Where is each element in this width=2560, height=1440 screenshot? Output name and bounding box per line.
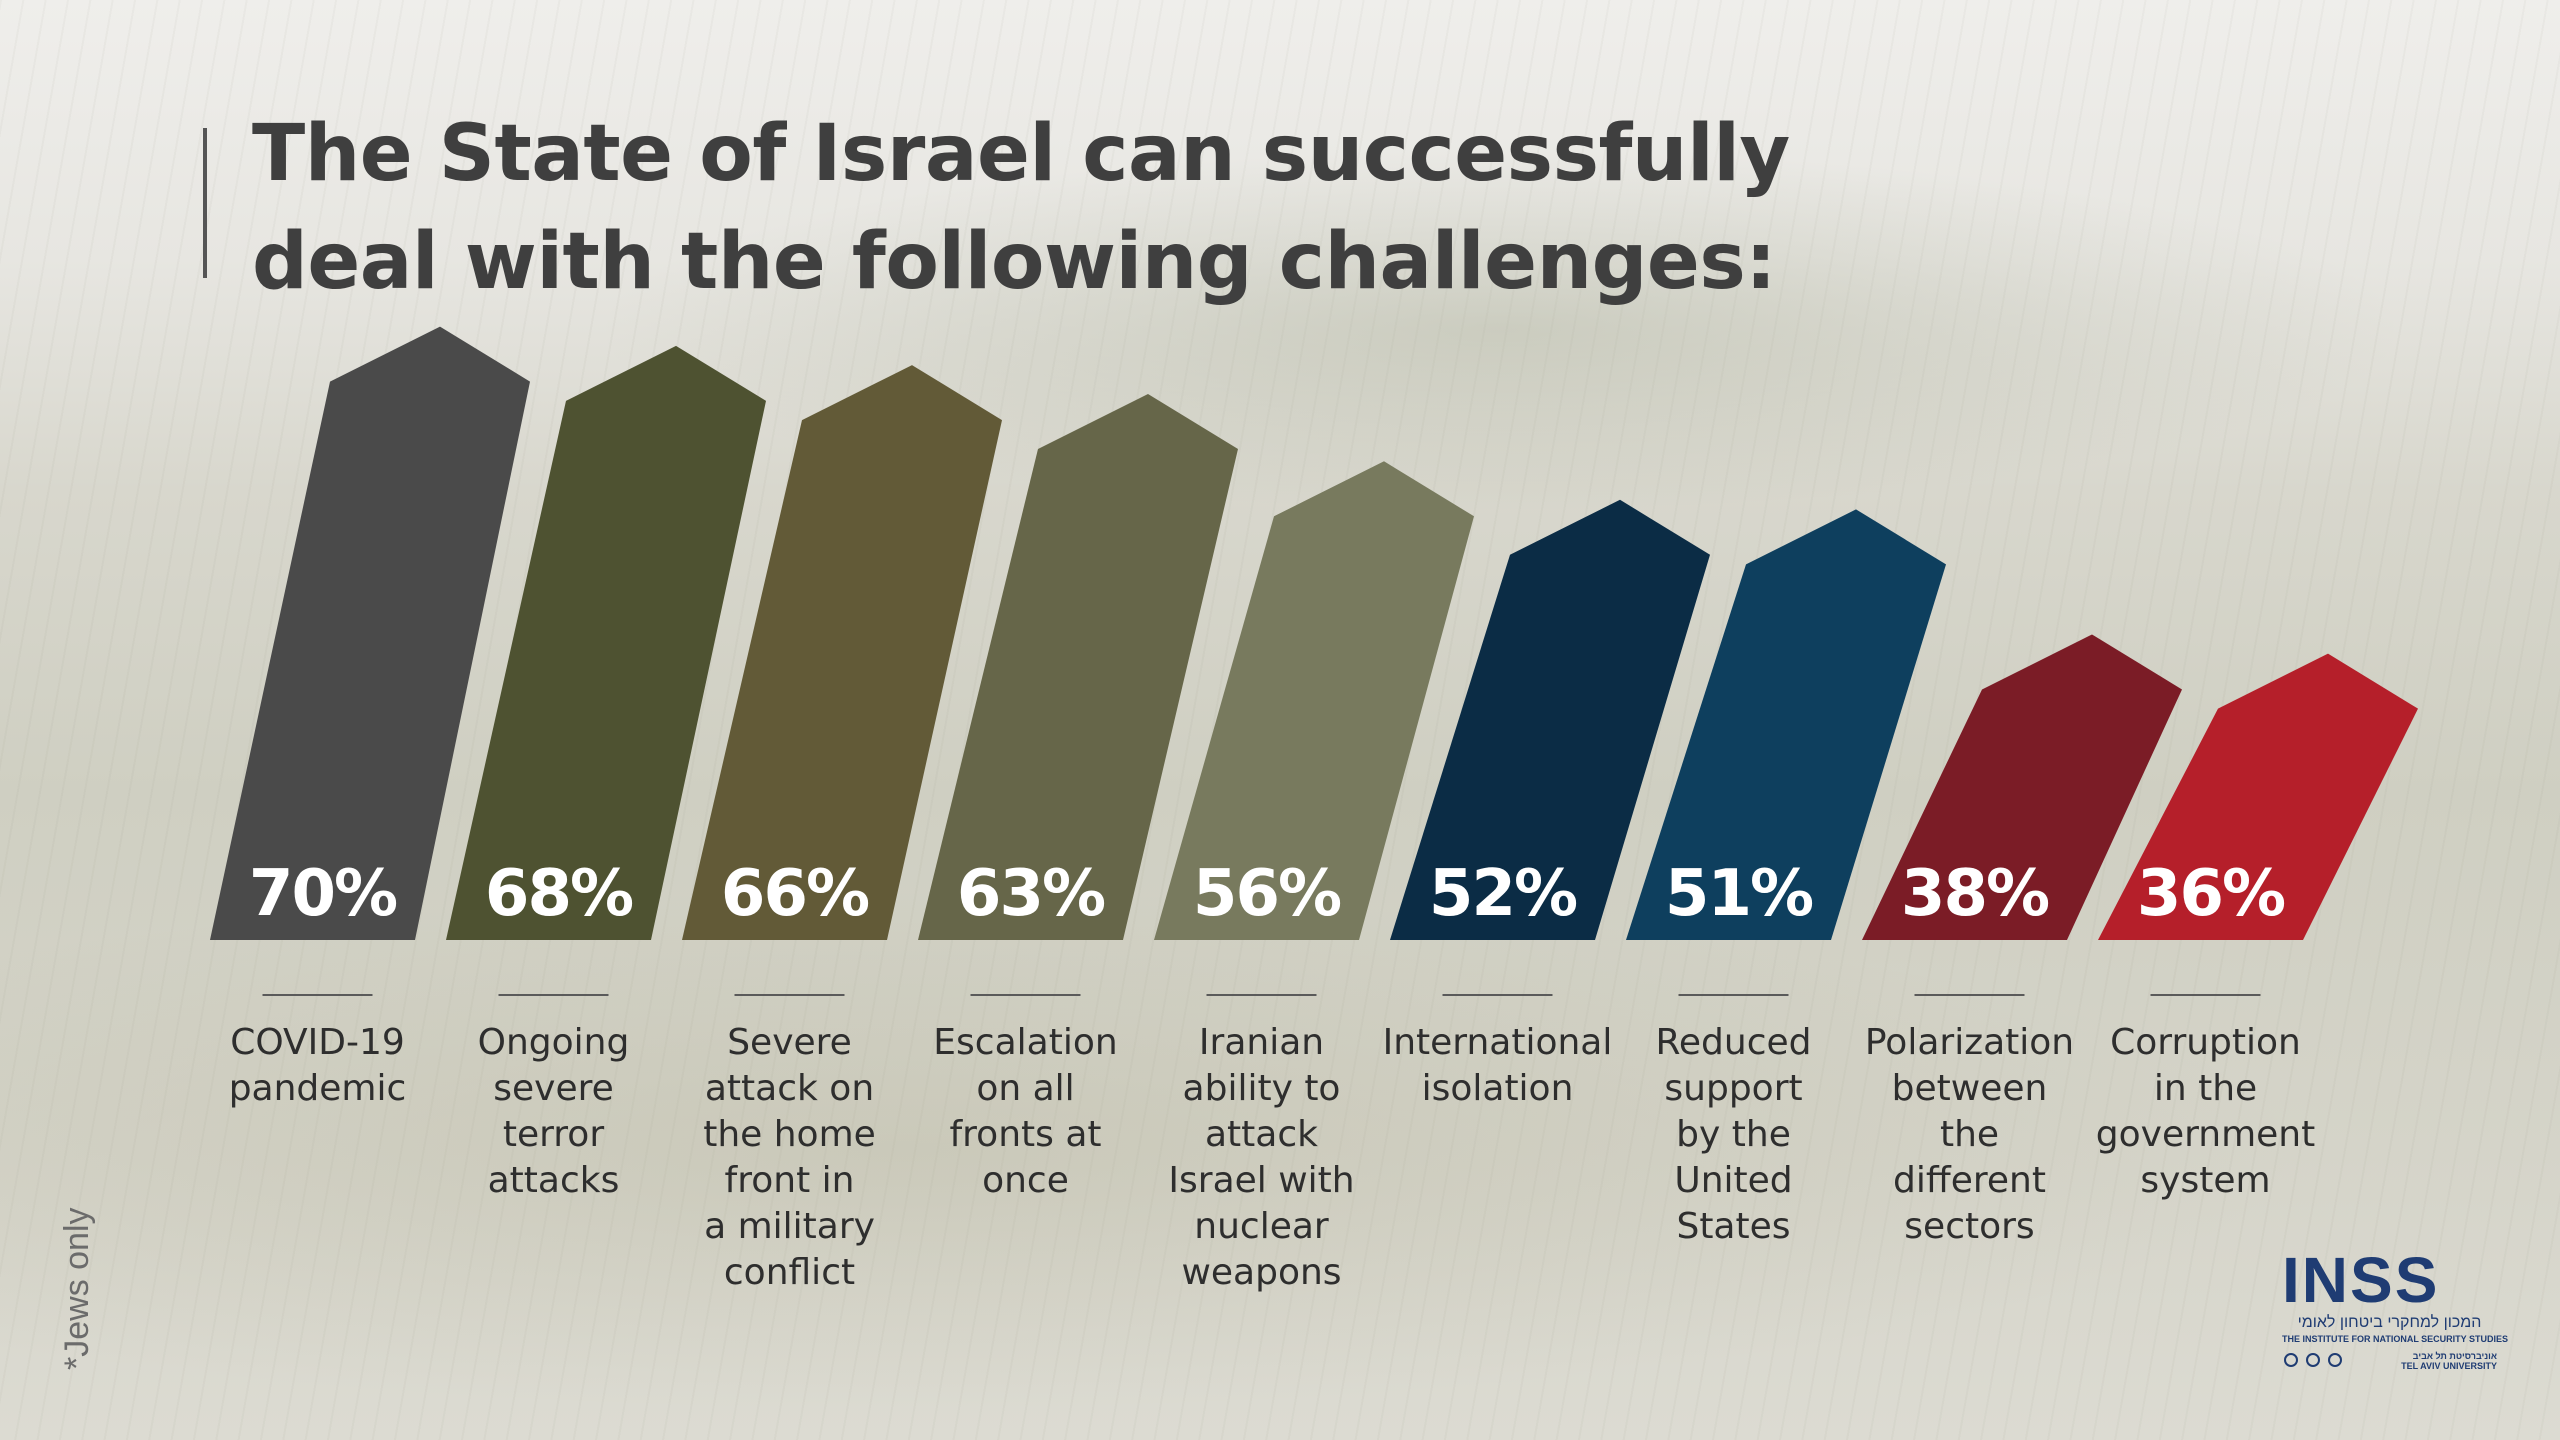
logo-english-name: THE INSTITUTE FOR NATIONAL SECURITY STUD… [2282, 1334, 2509, 1344]
logo-emblems [2284, 1352, 2345, 1371]
category-label-line: once [982, 1160, 1069, 1201]
bar-value-label: 66% [721, 857, 869, 931]
category-label-line: different [1893, 1160, 2046, 1201]
category-label: Corruption in the government system [2096, 1022, 2315, 1201]
category-label-line: front in [725, 1160, 855, 1201]
category-label-line: Corruption [2110, 1022, 2301, 1063]
bar-value-label: 70% [249, 857, 397, 931]
inss-logo: INSS המכון למחקרי ביטחון לאומי THE INSTI… [2282, 1244, 2509, 1378]
bar-group-7: 51% Reduced support by the United States [1626, 509, 1946, 1247]
category-label-line: nuclear [1194, 1206, 1329, 1247]
category-label-line: by the [1676, 1114, 1791, 1155]
category-label: COVID-19 pandemic [229, 1022, 407, 1109]
category-label-line: the [1940, 1114, 1999, 1155]
category-label-line: isolation [1422, 1068, 1574, 1109]
bar-value-label: 51% [1665, 857, 1813, 931]
category-label-line: ability to [1183, 1068, 1341, 1109]
logo-university: אוניברסיטת תל אביב TEL AVIV UNIVERSITY [2392, 1351, 2497, 1371]
bar [918, 393, 1238, 940]
category-label: International isolation [1383, 1022, 1613, 1109]
bar-group-9: 36% Corruption in the government system [2096, 653, 2418, 1201]
chart-title-line-2: deal with the following challenges: [252, 217, 1776, 307]
category-label-line: attack [1205, 1114, 1318, 1155]
footnote: *Jews only [58, 1207, 96, 1370]
category-label-line: conflict [724, 1252, 855, 1293]
category-label-line: Israel with [1168, 1160, 1354, 1201]
category-label-line: International [1383, 1022, 1613, 1063]
category-label-line: Severe [727, 1022, 852, 1063]
bar [682, 365, 1002, 941]
category-label-line: pandemic [229, 1068, 407, 1109]
bar [210, 326, 530, 941]
category-label-line: between [1892, 1068, 2048, 1109]
category-label-line: a military [704, 1206, 875, 1247]
title-accent-rule [203, 128, 207, 278]
category-label-line: in the [2154, 1068, 2257, 1109]
category-label-line: United [1674, 1160, 1792, 1201]
bar-value-label: 68% [485, 857, 633, 931]
category-label-line: the home [703, 1114, 876, 1155]
category-label-line: sectors [1904, 1206, 2034, 1247]
category-label-line: attacks [488, 1160, 620, 1201]
bar-group-1: 70% COVID-19 pandemic [210, 326, 530, 1109]
logo-emblem-icon [2328, 1353, 2343, 1367]
category-label: Escalation on all fronts at once [933, 1022, 1117, 1201]
category-label-line: government [2096, 1114, 2315, 1155]
bar [1154, 461, 1474, 940]
bar-value-label: 56% [1193, 857, 1341, 931]
category-label-line: terror [503, 1114, 604, 1155]
bar-group-8: 38% Polarization between the different sector… [1862, 634, 2182, 1247]
category-label-line: on all [976, 1068, 1074, 1109]
chart-title-line-1: The State of Israel can successfully [252, 109, 1790, 199]
category-label: Iranian ability to attack Israel with nuclea… [1168, 1022, 1354, 1293]
bar-value-label: 38% [1901, 857, 2049, 931]
category-label-line: Ongoing [478, 1022, 630, 1063]
bar-value-label: 63% [957, 857, 1105, 931]
category-label-line: States [1676, 1206, 1790, 1247]
category-label-line: support [1664, 1068, 1802, 1109]
category-label: Reduced support by the United States [1655, 1022, 1811, 1247]
logo-hebrew-name: המכון למחקרי ביטחון לאומי [2297, 1314, 2482, 1331]
bar [1390, 499, 1710, 940]
category-label-line: system [2140, 1160, 2270, 1201]
category-label-line: Escalation [933, 1022, 1117, 1063]
category-label: Ongoing severe terror attacks [478, 1022, 630, 1201]
bar-group-2: 68% Ongoing severe terror attacks [446, 345, 766, 1201]
category-label-line: severe [493, 1068, 614, 1109]
bar [2098, 653, 2418, 940]
bar-value-label: 36% [2137, 857, 2285, 931]
logo-emblem-icon [2306, 1353, 2321, 1367]
logo-wordmark: INSS [2282, 1244, 2440, 1316]
bar [446, 345, 766, 941]
category-label: Polarization between the different sectors [1865, 1022, 2074, 1247]
logo-emblem-icon [2284, 1353, 2298, 1367]
category-label-line: attack on [705, 1068, 874, 1109]
category-label-line: COVID-19 [230, 1022, 405, 1063]
category-label-line: Polarization [1865, 1022, 2074, 1063]
category-label-line: Reduced [1655, 1022, 1811, 1063]
chart-title: The State of Israel can successfully dea… [252, 100, 1952, 316]
category-label-line: fronts at [949, 1114, 1101, 1155]
category-label-line: Iranian [1199, 1022, 1324, 1063]
bar-group-4: 63% Escalation on all fronts at once [918, 393, 1238, 1201]
logo-university-hebrew: אוניברסיטת תל אביב [2412, 1351, 2497, 1361]
bar-value-label: 52% [1429, 857, 1577, 931]
category-label: Severe attack on the home front in a militar… [703, 1022, 876, 1293]
bar [1862, 634, 2182, 940]
bar-group-6: 52% International isolation [1383, 499, 1710, 1109]
logo-university-english: TEL AVIV UNIVERSITY [2401, 1361, 2497, 1371]
bar [1626, 509, 1946, 940]
category-label-line: weapons [1181, 1252, 1341, 1293]
bar-group-3: 66% Severe attack on the home front in a mili… [682, 365, 1002, 1293]
bar-group-5: 56% Iranian ability to attack Israel with nuc… [1154, 461, 1474, 1293]
